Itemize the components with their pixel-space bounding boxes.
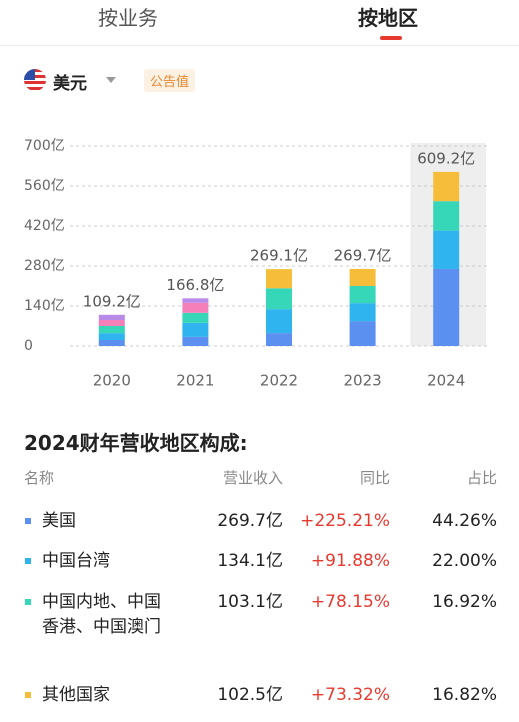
- bar-segment: [182, 298, 209, 303]
- bar-segment: [98, 326, 125, 334]
- yoy: +73.32%: [310, 685, 390, 705]
- bar-segment: [433, 268, 460, 346]
- total-label: 166.8亿: [166, 276, 224, 294]
- total-label: 609.2亿: [417, 149, 475, 167]
- x-tick-label: 2020: [93, 372, 131, 390]
- column-header: 占比: [466, 469, 497, 487]
- currency[interactable]: 美元: [53, 74, 87, 94]
- x-tick-label: 2021: [176, 372, 214, 390]
- y-tick-label: 700亿: [24, 138, 65, 154]
- yoy: +225.21%: [300, 511, 390, 531]
- yoy: +78.15%: [310, 592, 390, 612]
- region-name: 美国: [42, 511, 76, 531]
- bar-segment: [433, 230, 460, 269]
- x-tick-label: 2023: [344, 372, 382, 390]
- total-label: 109.2亿: [83, 292, 141, 310]
- y-tick-label: 0: [24, 338, 33, 354]
- y-tick-label: 560亿: [24, 178, 65, 194]
- bar-segment: [433, 201, 460, 231]
- column-header: 同比: [359, 469, 390, 487]
- y-tick-label: 420亿: [24, 218, 65, 234]
- legend-dot: [25, 599, 31, 605]
- bar-segment: [182, 336, 209, 346]
- x-tick-label: 2024: [427, 372, 465, 390]
- dropdown-arrow[interactable]: [106, 77, 116, 83]
- x-tick-label: 2022: [260, 372, 298, 390]
- region-name: 中国台湾: [42, 551, 110, 571]
- bar-segment: [266, 288, 292, 310]
- tab[interactable]: 按业务: [98, 6, 158, 30]
- bar-segment: [98, 340, 125, 346]
- flag-icon: [24, 69, 46, 91]
- legend-dot: [25, 558, 31, 564]
- share: 16.92%: [432, 592, 497, 612]
- total-label: 269.1亿: [250, 247, 308, 265]
- bar-segment: [349, 286, 376, 304]
- share: 22.00%: [432, 551, 497, 571]
- share: 44.26%: [432, 511, 497, 531]
- bar-segment: [349, 268, 376, 286]
- divider: [0, 45, 519, 46]
- bar-segment: [266, 333, 292, 346]
- revenue: 102.5亿: [217, 685, 283, 705]
- bar-segment: [349, 321, 376, 346]
- chart: 0 140亿 280亿 420亿 560亿 700亿 109.2亿 2020 166.8亿 202…: [24, 138, 488, 390]
- bar-segment: [266, 309, 292, 334]
- bar-segment: [98, 314, 125, 320]
- share: 16.82%: [432, 685, 497, 705]
- tab-active[interactable]: 按地区: [358, 6, 418, 30]
- revenue: 103.1亿: [217, 592, 283, 612]
- total-label: 269.7亿: [334, 246, 392, 264]
- bar-segment: [182, 312, 209, 323]
- bar-segment: [98, 333, 125, 340]
- bar-segment: [433, 171, 460, 202]
- y-tick-label: 140亿: [24, 298, 65, 314]
- column-header: 名称: [24, 469, 55, 487]
- legend-dot: [25, 518, 31, 524]
- column-header: 营业收入: [222, 469, 283, 487]
- legend-dot: [25, 692, 31, 698]
- region-name: 其他国家: [42, 685, 110, 705]
- bar-segment: [349, 303, 376, 322]
- y-tick-label: 280亿: [24, 258, 65, 274]
- badge: 公告值: [144, 69, 196, 92]
- bar-segment: [182, 322, 209, 337]
- revenue: 269.7亿: [217, 511, 283, 531]
- tab-indicator: [380, 36, 402, 40]
- bar-segment: [182, 302, 209, 313]
- bar-segment: [98, 320, 125, 326]
- revenue: 134.1亿: [217, 551, 283, 571]
- bar-segment: [266, 269, 292, 289]
- table-title: 2024财年营收地区构成:: [24, 431, 248, 455]
- yoy: +91.88%: [310, 551, 390, 571]
- region-name: 中国内地、中国香港、中国澳门: [42, 592, 161, 637]
